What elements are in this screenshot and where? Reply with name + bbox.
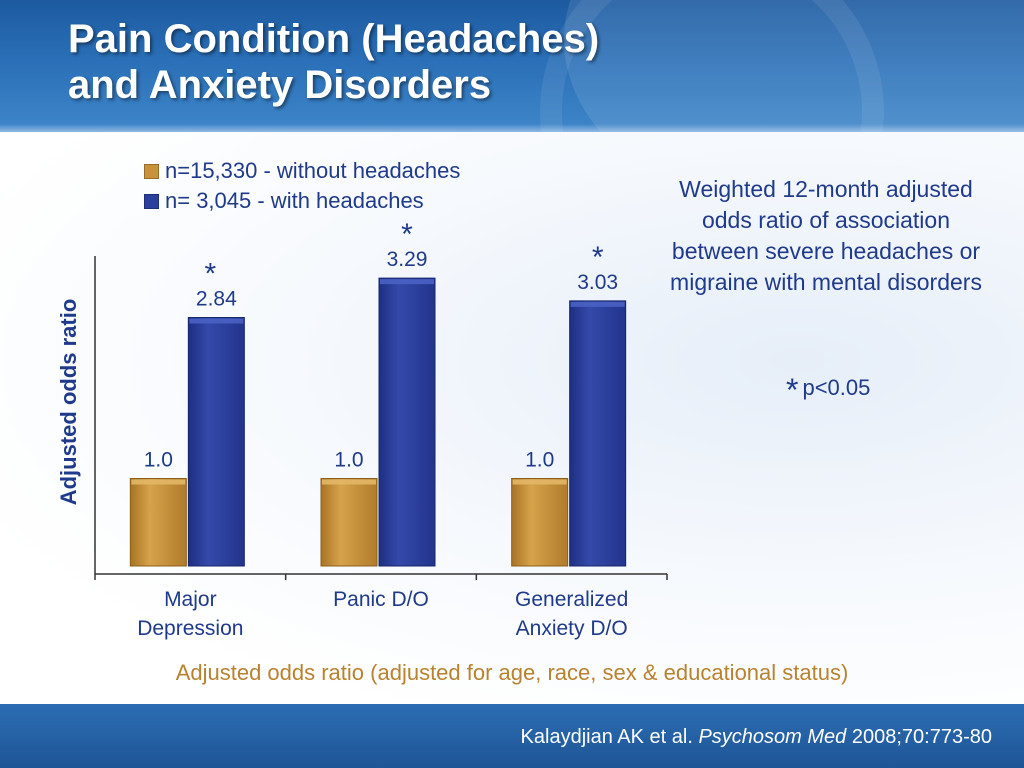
bar-bevel — [380, 279, 434, 285]
citation: Kalaydjian AK et al. Psychosom Med 2008;… — [521, 726, 992, 749]
bar-with-headaches-2 — [569, 300, 627, 567]
slide-title-line-1: Pain Condition (Headaches) — [68, 17, 600, 61]
citation-authors: Kalaydjian AK et al. — [520, 726, 693, 748]
citation-reference: 2008;70:773-80 — [851, 726, 992, 748]
x-tick-label-line: Major — [164, 588, 217, 611]
chart-description: Weighted 12-month adjusted odds ratio of… — [670, 176, 982, 295]
significance-note: * p<0.05 — [786, 372, 870, 409]
bar-with-headaches-1 — [378, 277, 436, 567]
legend-swatch-blue — [144, 193, 159, 209]
significance-star: * — [786, 372, 799, 408]
title-banner: Pain Condition (Headaches) and Anxiety D… — [0, 0, 1024, 132]
chart-legend: n=15,330 - without headaches n= 3,045 - … — [144, 156, 460, 216]
x-tick-label: Major Depression — [137, 588, 243, 640]
data-label: 1.0 — [144, 449, 173, 472]
x-tick-label: Generalized Anxiety D/O — [515, 588, 628, 640]
legend-item-without-headaches: n=15,330 - without headaches — [144, 156, 460, 186]
bar-without-headaches-1 — [320, 478, 378, 567]
bar-bevel — [131, 479, 186, 485]
x-tick-label: Panic D/O — [333, 588, 429, 611]
x-tick-label-line: Anxiety D/O — [516, 617, 628, 640]
y-axis-label: Adjusted odds ratio — [56, 299, 81, 506]
x-tick-label-line: Panic D/O — [333, 588, 429, 611]
bar-bevel — [512, 479, 567, 485]
bar-with-headaches-0 — [187, 317, 245, 567]
banner-gloss — [0, 124, 1024, 132]
x-tick-label-line: Generalized — [515, 588, 628, 611]
data-label: 1.0 — [334, 449, 363, 472]
data-label: 1.0 — [525, 449, 554, 472]
bar-bevel — [570, 301, 625, 307]
chart-subcaption: Adjusted odds ratio (adjusted for age, r… — [175, 660, 849, 685]
footer-bar: Kalaydjian AK et al. Psychosom Med 2008;… — [0, 704, 1024, 768]
x-tick-label-line: Depression — [137, 617, 243, 640]
legend-item-with-headaches: n= 3,045 - with headaches — [144, 186, 460, 216]
bar-without-headaches-2 — [511, 478, 569, 567]
significance-marker: * — [401, 218, 413, 251]
slide-title: Pain Condition (Headaches) and Anxiety D… — [68, 16, 599, 108]
slide-title-line-2: and Anxiety Disorders — [68, 63, 492, 107]
significance-marker: * — [204, 258, 216, 291]
significance-label: p<0.05 — [802, 375, 871, 400]
bar-chart: Adjusted odds ratio 1.02.84*Major Depress… — [56, 218, 668, 640]
legend-label-without-headaches: n=15,330 - without headaches — [165, 158, 461, 183]
bar-bevel — [322, 479, 376, 485]
bar-bevel — [189, 318, 244, 324]
data-label: 3.03 — [577, 271, 618, 294]
bar-without-headaches-0 — [129, 478, 187, 567]
content-background — [0, 132, 1024, 704]
data-label: 2.84 — [196, 288, 237, 311]
legend-label-with-headaches: n= 3,045 - with headaches — [165, 188, 424, 213]
legend-swatch-gold — [144, 163, 159, 179]
citation-journal: Psychosom Med — [698, 726, 847, 748]
significance-marker: * — [592, 241, 604, 274]
data-label: 3.29 — [387, 248, 428, 271]
